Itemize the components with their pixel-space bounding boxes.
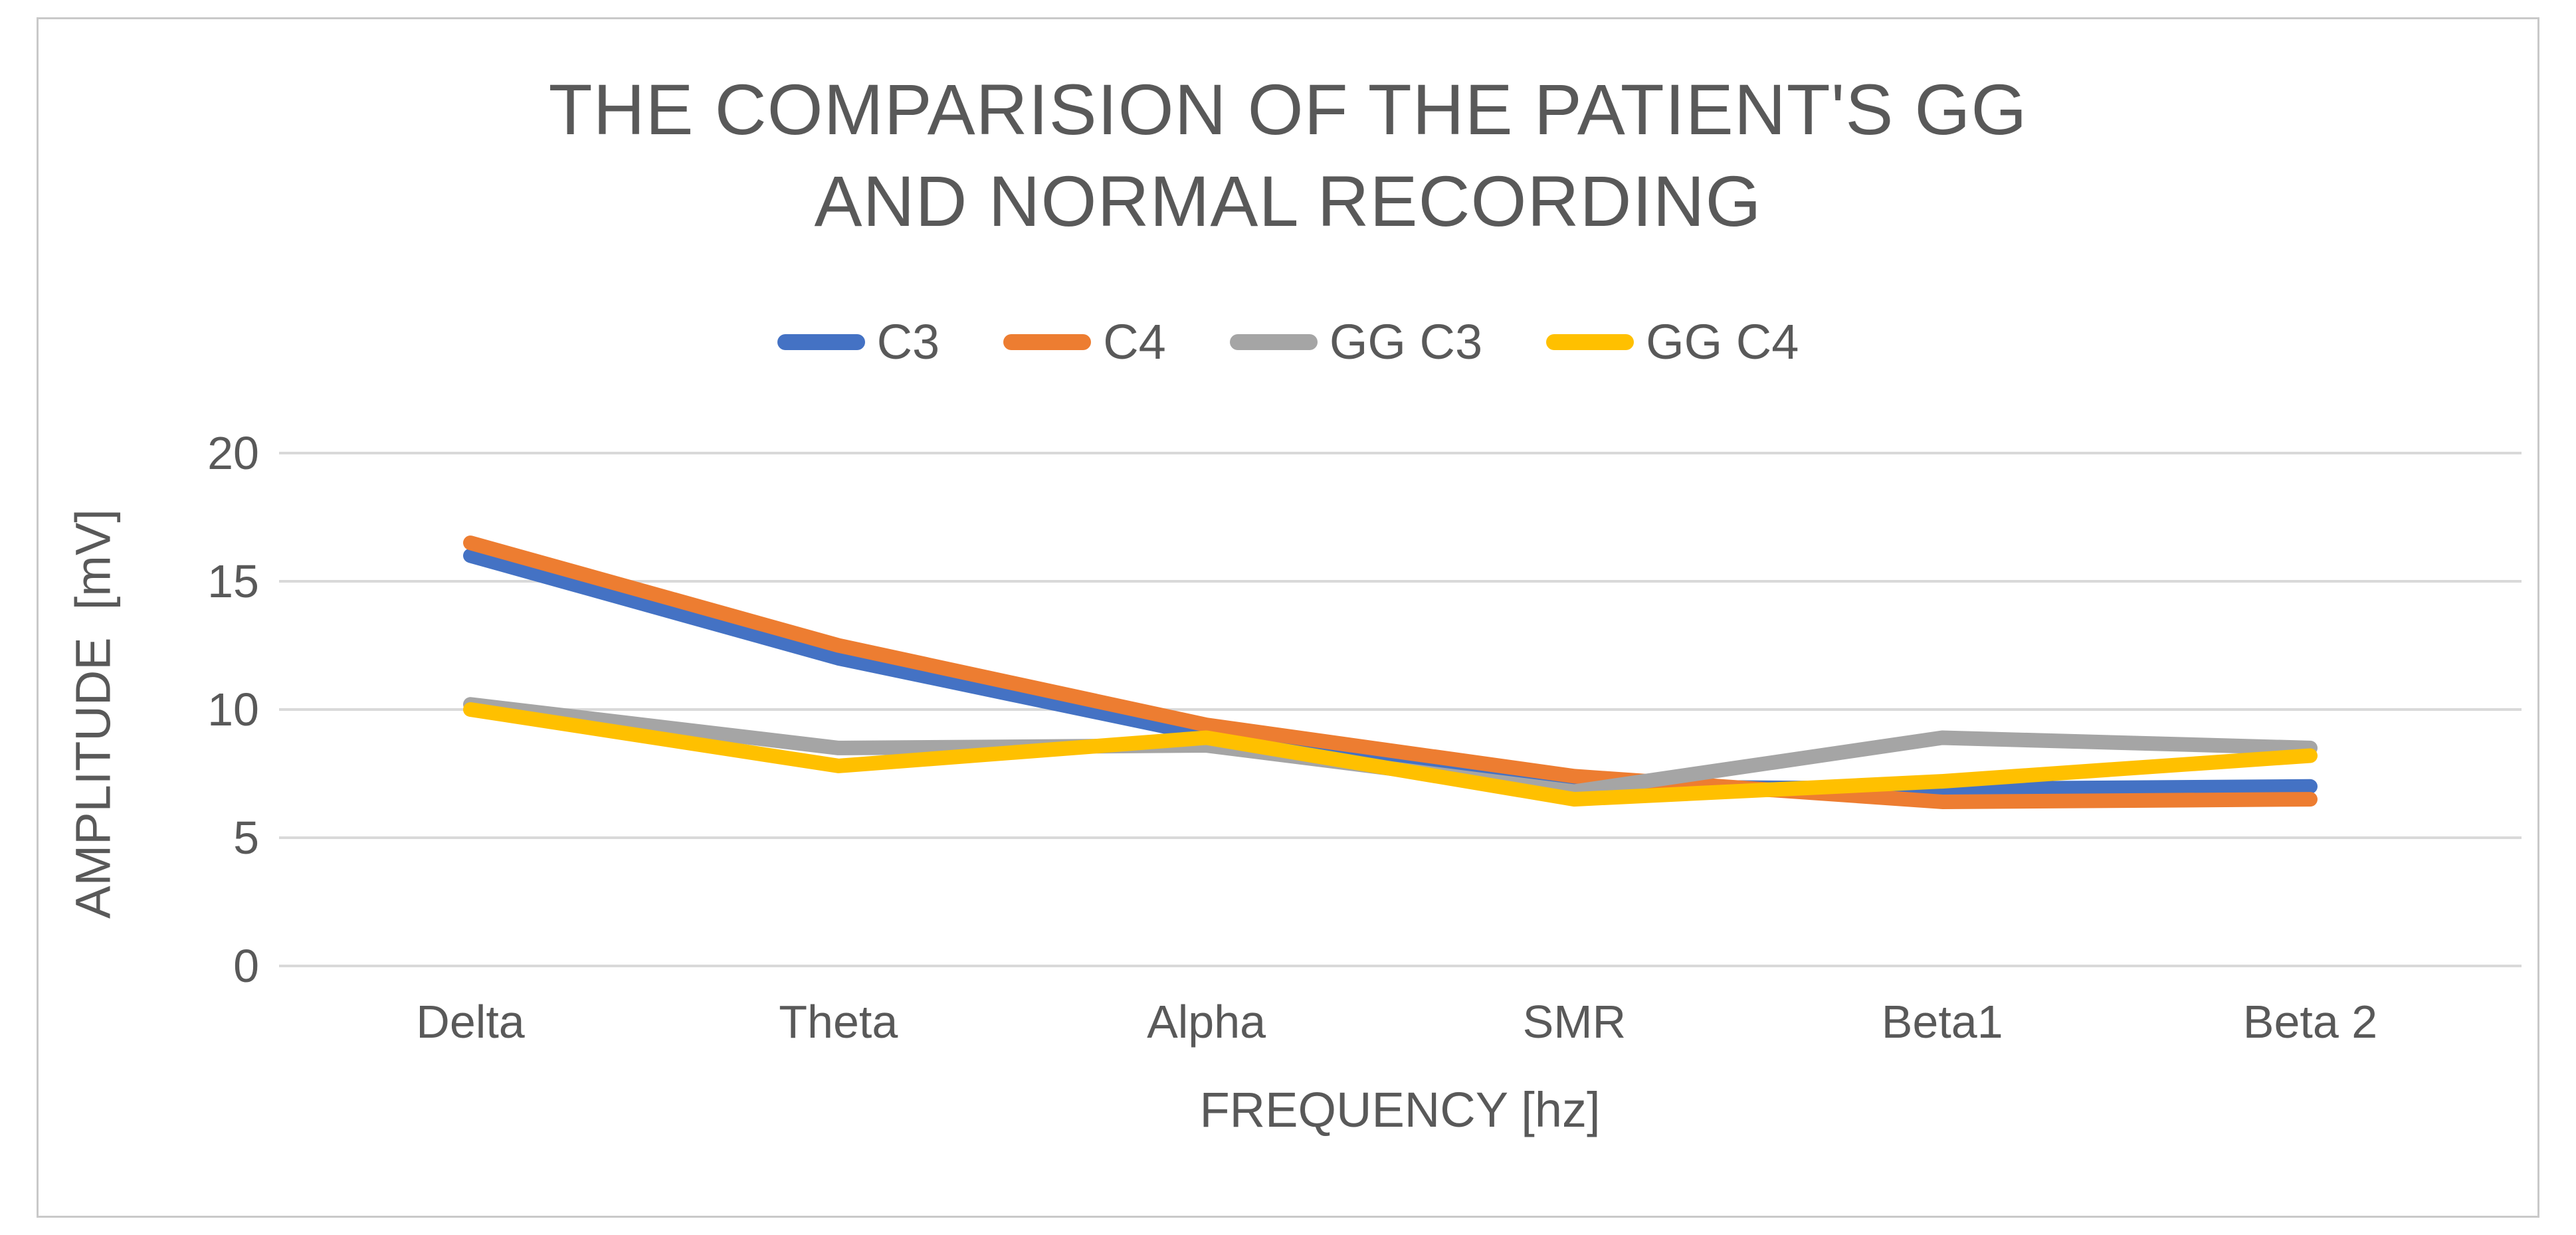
x-tick-label-beta1: Beta1 (1881, 996, 2003, 1048)
legend-swatch-gg-c4 (1546, 334, 1635, 350)
legend-swatch-gg-c3 (1229, 334, 1318, 350)
y-tick-label-5: 5 (233, 812, 259, 864)
legend-label-c4: C4 (1103, 314, 1166, 369)
chart-title-line1: THE COMPARISION OF THE PATIENT'S GG (548, 69, 2028, 149)
y-tick-label-15: 15 (207, 555, 259, 607)
legend-swatch-c3 (777, 334, 865, 350)
legend: C3 C4 GG C3 GG C4 (0, 318, 2576, 367)
x-axis-title: FREQUENCY [hz] (1199, 1082, 1601, 1137)
legend-item-gg-c4: GG C4 (1546, 318, 1799, 367)
chart-title-line2: AND NORMAL RECORDING (814, 161, 1762, 242)
y-axis-title: AMPLITUDE [mV] (65, 509, 121, 919)
legend-label-c3: C3 (876, 314, 940, 369)
legend-label-gg-c4: GG C4 (1646, 314, 1799, 369)
legend-item-c3: C3 (777, 318, 940, 367)
x-tick-label-theta: Theta (779, 996, 898, 1048)
y-tick-label-0: 0 (233, 940, 259, 992)
chart-border (37, 17, 2539, 1218)
legend-item-gg-c3: GG C3 (1229, 314, 1483, 369)
legend-item-c4: C4 (1003, 318, 1166, 367)
series-line-c3 (463, 548, 2318, 797)
chart-title: THE COMPARISION OF THE PATIENT'S GG AND … (0, 64, 2576, 247)
series-line-gg-c4 (463, 702, 2318, 807)
y-tick-label-10: 10 (207, 684, 259, 735)
x-tick-label-beta-2: Beta 2 (2242, 996, 2378, 1048)
x-tick-label-smr: SMR (1522, 996, 1627, 1048)
y-tick-label-20: 20 (207, 427, 259, 479)
x-tick-label-delta: Delta (416, 996, 525, 1048)
legend-label-gg-c3: GG C3 (1329, 314, 1483, 369)
x-tick-label-alpha: Alpha (1147, 996, 1266, 1048)
series-line-c4 (463, 535, 2318, 809)
legend-swatch-c4 (1003, 334, 1092, 350)
